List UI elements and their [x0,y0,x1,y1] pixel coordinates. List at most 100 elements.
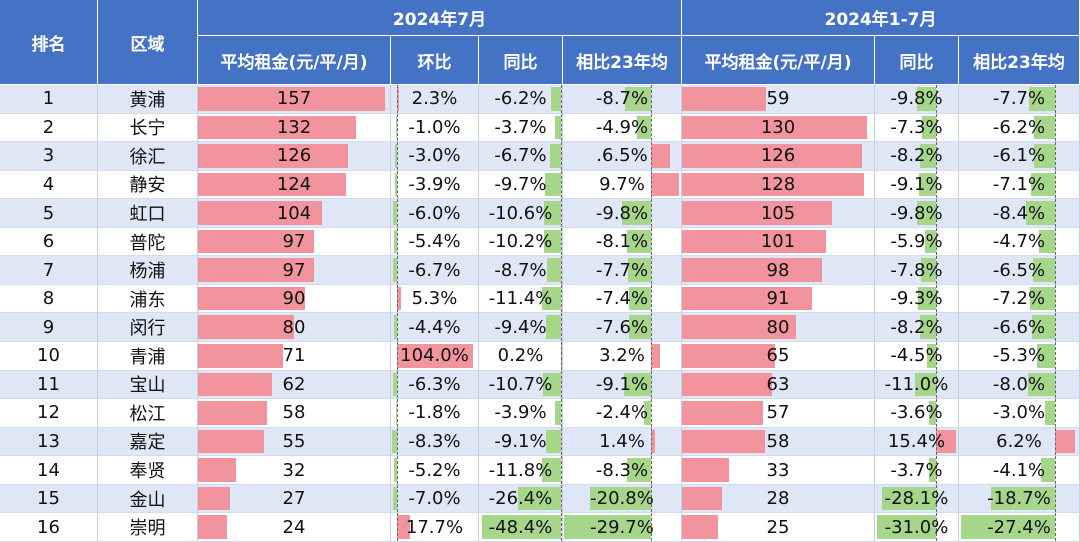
negative-change-bar [545,172,561,197]
cell-jul-yoy: -3.7% [479,113,563,143]
zero-axis-line [1055,370,1056,399]
negative-change-bar [1032,258,1055,282]
cell-jul-rent: 58 [198,399,391,428]
rent-bar [198,429,264,454]
negative-change-bar [1044,401,1055,425]
cell-ytd-vs23: -6.5% [959,256,1080,285]
cell-jul-vs23: 1.4% [563,427,682,457]
cell-jul-yoy: -6.7% [479,142,563,171]
negative-change-bar [395,401,397,425]
cell-jul-mom: -1.0% [391,113,479,143]
zero-axis-line [936,284,937,313]
rent-value: 59 [766,88,790,110]
cell-jul-vs23: -8.1% [563,227,682,257]
cell-rank: 8 [0,284,98,314]
percent-value: -3.9% [494,402,547,424]
zero-axis-line [936,427,937,456]
rent-bar [198,372,272,397]
rent-bar [682,286,812,311]
zero-axis-line [397,256,398,284]
negative-change-bar [517,486,561,511]
rent-value: 126 [760,145,796,167]
zero-axis-line [1055,456,1056,484]
negative-change-bar [589,486,651,511]
rent-bar [682,315,797,340]
negative-change-bar [882,486,936,511]
cell-jul-rent: 24 [198,513,391,542]
zero-axis-line [651,142,652,170]
percent-value: -4.7% [992,231,1046,253]
positive-change-bar [397,286,401,311]
negative-change-bar [917,87,936,111]
percent-value: -6.2% [992,116,1046,138]
zero-axis-line [397,313,398,342]
rent-value: 62 [282,373,306,395]
rent-value: 55 [282,430,306,452]
zero-axis-line [561,170,562,199]
cell-jul-yoy: -6.2% [479,85,563,114]
rent-bar [682,258,822,282]
negative-change-bar [920,144,936,168]
zero-axis-line [1055,427,1056,456]
negative-change-bar [546,429,561,454]
negative-change-bar [542,286,561,311]
cell-jul-yoy: -3.9% [479,399,563,428]
negative-change-bar [876,515,936,539]
cell-ytd-yoy: -9.1% [875,170,959,200]
zero-axis-line [1055,342,1056,370]
zero-axis-line [936,513,937,541]
negative-change-bar [550,144,561,168]
negative-change-bar [921,258,936,282]
cell-rank: 3 [0,142,98,171]
negative-change-bar [546,258,561,282]
percent-value: -4.1% [992,459,1046,481]
percent-value: -8.0% [992,373,1046,395]
cell-jul-mom: -7.0% [391,484,479,514]
rent-bar [198,144,349,168]
negative-change-bar [393,372,397,397]
cell-jul-vs23: -7.7% [563,256,682,285]
header-jul-yoy: 同比 [479,36,563,85]
cell-jul-mom: -6.0% [391,199,479,228]
cell-jul-vs23: 9.7% [563,170,682,200]
percent-value: 2.3% [411,88,458,110]
cell-ytd-rent: 59 [682,85,875,114]
positive-change-bar [651,172,680,197]
cell-ytd-yoy: -7.3% [875,113,959,143]
negative-change-bar [545,315,561,340]
percent-value: -9.4% [494,316,547,338]
cell-rank: 15 [0,484,98,514]
rent-bar [682,486,722,511]
rent-bar [682,429,765,454]
percent-value: -7.0% [408,488,461,510]
negative-change-bar [1034,144,1055,168]
cell-rank: 11 [0,370,98,400]
zero-axis-line [561,456,562,484]
zero-axis-line [1055,284,1056,313]
percent-value: -29.7% [590,516,654,538]
zero-axis-line [936,484,937,513]
rent-value: 80 [282,316,306,338]
rent-value: 63 [766,373,790,395]
zero-axis-line [651,456,652,484]
negative-change-bar [1036,344,1055,368]
cell-ytd-rent: 80 [682,313,875,343]
percent-value: -4.4% [408,316,461,338]
rent-bar [198,315,294,340]
zero-axis-line [1055,256,1056,284]
zero-axis-line [397,370,398,399]
rent-value: 124 [276,173,312,195]
rent-value: 32 [282,459,306,481]
rent-bar [198,286,306,311]
percent-value: -10.7% [488,373,553,395]
cell-ytd-rent: 105 [682,199,875,228]
cell-jul-rent: 55 [198,427,391,457]
negative-change-bar [1030,286,1055,311]
zero-axis-line [1055,113,1056,142]
cell-jul-rent: 27 [198,484,391,514]
zero-axis-line [936,85,937,113]
negative-change-bar [622,201,651,225]
negative-change-bar [396,115,398,140]
rent-value: 97 [282,231,306,253]
cell-jul-vs23: -9.1% [563,370,682,400]
